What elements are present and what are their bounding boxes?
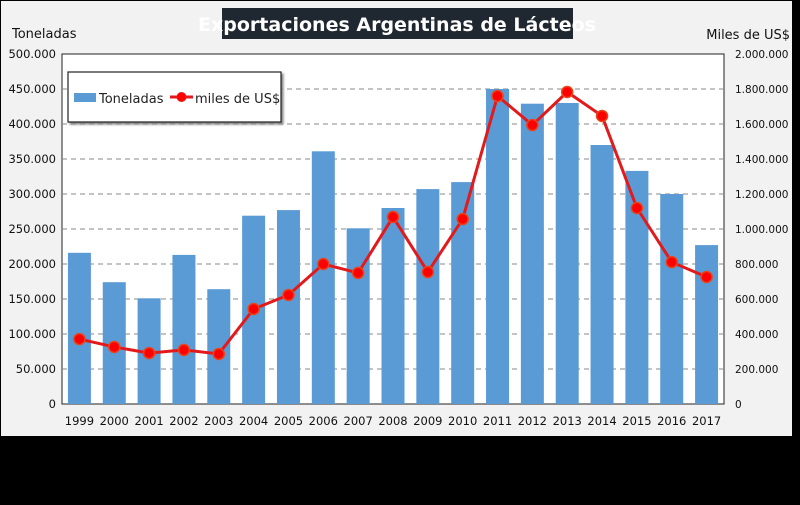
x-tick-label: 2009 — [413, 414, 442, 428]
title-background — [222, 8, 573, 39]
point-2010 — [456, 212, 469, 226]
chart-title: Exportaciones Argentinas de Lácteos — [198, 14, 596, 36]
legend-label-usd: miles de US$ — [195, 92, 280, 107]
bar-2009 — [416, 189, 440, 404]
point-2000 — [108, 340, 121, 354]
bar-2007 — [346, 228, 370, 404]
right-tick-label: 1.000.000 — [735, 224, 788, 236]
right-tick-label: 1.400.000 — [735, 154, 788, 166]
left-tick-label: 400.000 — [8, 117, 56, 131]
left-tick-label: 450.000 — [8, 82, 56, 96]
left-tick-label: 150.000 — [8, 292, 56, 306]
legend-label-toneladas: Toneladas — [98, 92, 164, 107]
bar-2013 — [555, 103, 579, 404]
bar-2008 — [381, 208, 405, 404]
bar-1999 — [67, 252, 91, 404]
point-1999 — [73, 332, 86, 346]
left-tick-label: 250.000 — [8, 222, 56, 236]
left-tick-label: 200.000 — [8, 257, 56, 271]
x-tick-label: 2005 — [274, 414, 303, 428]
point-2009 — [421, 265, 435, 279]
x-tick-label: 1999 — [65, 414, 94, 428]
point-2012 — [526, 118, 539, 132]
point-2004 — [247, 302, 260, 316]
x-tick-label: 2001 — [134, 414, 163, 428]
bar-2005 — [276, 210, 300, 404]
bar-2011 — [486, 89, 510, 404]
x-tick-label: 2015 — [622, 414, 651, 428]
bar-2015 — [625, 170, 649, 404]
x-tick-label: 2014 — [587, 414, 616, 428]
bar-2016 — [660, 194, 684, 404]
point-2003 — [212, 347, 226, 361]
right-axis-label: Miles de US$ — [706, 28, 790, 43]
x-tick-label: 2017 — [692, 414, 721, 428]
bar-2002 — [172, 254, 196, 404]
point-2011 — [491, 89, 504, 103]
x-tick-label: 2000 — [100, 414, 129, 428]
x-tick-label: 2012 — [518, 414, 547, 428]
point-2005 — [282, 288, 295, 302]
point-2007 — [351, 266, 365, 280]
point-2013 — [560, 85, 574, 99]
point-2017 — [700, 270, 713, 284]
left-tick-label: 300.000 — [8, 187, 56, 201]
x-tick-label: 2006 — [309, 414, 338, 428]
legend: Toneladas miles de US$ — [67, 71, 282, 123]
right-tick-label: 1.200.000 — [735, 189, 788, 201]
x-tick-label: 2004 — [239, 414, 268, 428]
bar-2006 — [311, 151, 335, 404]
bar-2003 — [207, 289, 231, 404]
x-tick-label: 2002 — [169, 414, 198, 428]
left-tick-label: 500.000 — [8, 47, 56, 61]
x-tick-label: 2013 — [553, 414, 582, 428]
point-2001 — [142, 346, 156, 360]
point-2015 — [630, 201, 644, 215]
right-tick-label: 600.000 — [735, 294, 778, 306]
right-tick-label: 400.000 — [735, 329, 778, 341]
right-tick-label: 200.000 — [735, 364, 778, 376]
point-2002 — [177, 343, 191, 357]
x-tick-label: 2003 — [204, 414, 233, 428]
left-tick-label: 50.000 — [16, 362, 56, 376]
x-tick-label: 2016 — [657, 414, 686, 428]
left-tick-label: 0 — [49, 397, 56, 411]
legend-swatch-bar — [74, 93, 96, 102]
left-tick-label: 100.000 — [8, 327, 56, 341]
right-tick-label: 1.600.000 — [735, 119, 788, 131]
x-tick-label: 2010 — [448, 414, 477, 428]
point-2008 — [386, 210, 400, 224]
right-tick-label: 2.000.000 — [735, 49, 788, 61]
point-2014 — [595, 109, 609, 123]
x-tick-label: 2008 — [378, 414, 407, 428]
left-tick-label: 350.000 — [8, 152, 56, 166]
point-2006 — [317, 257, 330, 271]
x-tick-label: 2007 — [344, 414, 373, 428]
x-tick-label: 2011 — [483, 414, 512, 428]
bar-2012 — [520, 103, 544, 404]
left-axis-label: Toneladas — [11, 27, 77, 42]
bar-2014 — [590, 145, 614, 404]
bar-2017 — [695, 245, 719, 404]
legend-marker — [176, 92, 187, 102]
bar-2010 — [451, 182, 475, 404]
right-tick-label: 0 — [735, 399, 742, 411]
point-2016 — [665, 255, 678, 269]
right-tick-label: 800.000 — [735, 259, 778, 271]
right-tick-label: 1.800.000 — [735, 84, 788, 96]
